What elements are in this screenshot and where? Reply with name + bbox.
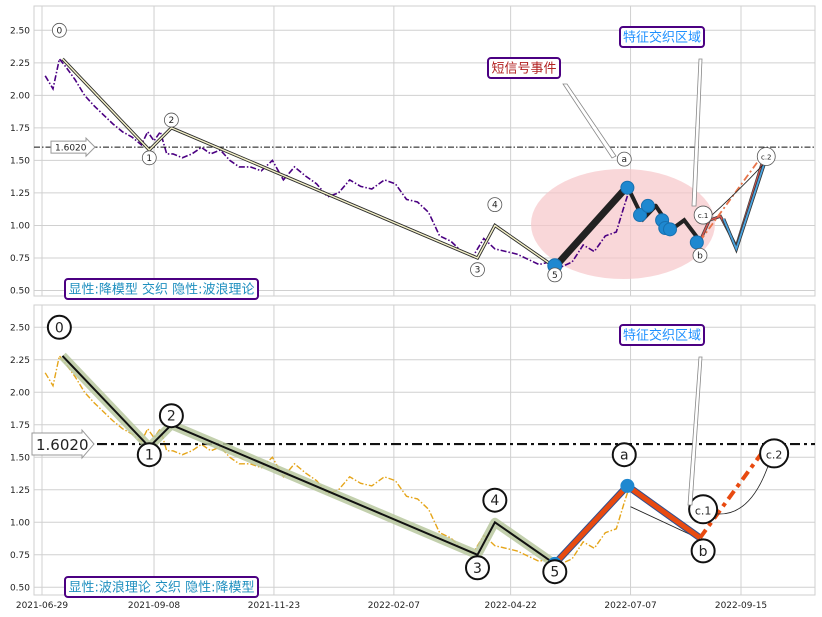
annotation-text: 短信号事件 — [491, 62, 556, 77]
caption-text: 显性:波浪理论 交织 隐性:降模型 — [68, 580, 254, 596]
y-tick-label: 0.50 — [10, 583, 30, 593]
projection-dashed — [698, 445, 768, 540]
caption-text: 显性:降模型 交织 隐性:波浪理论 — [68, 282, 254, 298]
wave-label-circle — [158, 403, 184, 429]
level-label: 1.6020 — [36, 436, 89, 454]
y-tick-label: 2.25 — [10, 59, 30, 69]
wave-label: 2 — [167, 409, 176, 425]
wave-label-circle — [688, 494, 719, 525]
wave-label: b — [699, 544, 708, 560]
y-tick-label: 1.75 — [10, 421, 30, 431]
wave-label: c.1 — [695, 504, 712, 517]
y-tick-label: 1.25 — [10, 486, 30, 496]
level-label: 1.6020 — [55, 144, 87, 154]
y-tick-label: 2.50 — [10, 323, 30, 333]
wave-label-circle — [487, 197, 503, 213]
wave-label: 0 — [55, 320, 64, 336]
callout-pointer — [562, 83, 617, 159]
x-tick-label: 2021-09-08 — [128, 601, 181, 611]
y-tick-label: 1.25 — [10, 189, 30, 199]
signal-point — [689, 235, 704, 250]
wave-label-circle — [542, 559, 568, 585]
x-tick-label: 2022-04-22 — [484, 601, 536, 611]
x-tick-label: 2021-06-29 — [16, 601, 69, 611]
wave-label: b — [697, 251, 703, 261]
wave-label: 2 — [169, 116, 175, 126]
wave-label: a — [620, 448, 629, 464]
wave-label-circle — [547, 267, 563, 283]
wave-label: 3 — [473, 561, 482, 577]
annotation-box — [487, 57, 561, 79]
wave-label: 5 — [552, 271, 558, 281]
signal-point — [633, 208, 648, 223]
annotation-box — [619, 26, 705, 48]
wave-line — [61, 355, 556, 565]
wave-label: c.2 — [761, 153, 772, 161]
projection-blue — [722, 157, 768, 252]
wave-label-circle — [756, 147, 776, 166]
bottom-panel: 0.50 0.75 1.00 1.25 1.50 1.75 2.00 2.25 2.50 2021… — [10, 304, 816, 611]
y-tick-label: 2.25 — [10, 356, 30, 366]
annotation-box — [619, 324, 705, 346]
y-tick-label: 1.50 — [10, 453, 30, 463]
y-tick-label: 1.50 — [10, 156, 30, 166]
y-tick-label: 2.00 — [10, 91, 30, 101]
signal-region-ellipse — [531, 169, 715, 279]
wave-label: 4 — [492, 201, 498, 211]
wave-label: 0 — [56, 26, 62, 36]
signal-point — [620, 180, 635, 195]
wave-label: 4 — [490, 493, 499, 509]
level-label-arrow — [50, 136, 96, 158]
y-tick-label: 2.00 — [10, 388, 30, 398]
wave-label-circle — [163, 112, 179, 128]
wave-label-circle — [693, 205, 713, 225]
plot-frame — [33, 304, 816, 596]
wave-label-circle — [136, 442, 162, 468]
x-tick-label: 2022-09-15 — [715, 601, 767, 611]
signal-point — [640, 198, 655, 213]
price-series-line — [44, 57, 632, 268]
wave-label-circle — [51, 22, 67, 38]
top-panel: 0.50 0.75 1.00 1.25 1.50 1.75 2.00 2.25 2.50 1.60… — [10, 5, 816, 300]
y-tick-label: 0.50 — [10, 287, 30, 297]
wave-label-circle — [141, 150, 157, 166]
x-tick-label: 2022-07-07 — [604, 601, 656, 611]
wave-label-circle — [464, 555, 490, 581]
y-tick-label: 2.50 — [10, 26, 30, 36]
signal-point — [662, 222, 677, 237]
wave-label-circle — [611, 442, 637, 468]
abc-point — [620, 478, 635, 493]
wave-label-circle — [759, 438, 790, 469]
signal-segment — [551, 182, 631, 271]
wave-label: a — [621, 155, 627, 165]
wave-label: c.2 — [766, 448, 783, 461]
wave-label: 1 — [145, 448, 154, 464]
y-tick-label: 0.75 — [10, 551, 30, 561]
wave-label-circle — [482, 487, 508, 513]
level-label-arrow — [31, 428, 95, 460]
wave-label: c.1 — [698, 212, 709, 220]
wave-label-circle — [616, 151, 632, 167]
x-tick-label: 2021-11-23 — [248, 601, 300, 611]
caption-box — [64, 576, 259, 598]
annotation-text: 特征交织区域 — [623, 30, 701, 46]
wave-label: 1 — [146, 154, 152, 164]
wave-label-circle — [46, 314, 72, 340]
y-tick-label: 1.00 — [10, 518, 30, 528]
callout-pointer — [691, 58, 703, 207]
wave-label: 5 — [550, 565, 559, 581]
callout-pointer — [687, 356, 703, 506]
y-tick-label: 0.75 — [10, 254, 30, 264]
wave-label: 3 — [475, 266, 481, 276]
x-tick-label: 2022-02-07 — [368, 601, 420, 611]
annotation-text: 特征交织区域 — [623, 328, 701, 344]
wave-label-circle — [690, 538, 716, 564]
wave-label-circle — [692, 247, 708, 263]
y-tick-label: 1.00 — [10, 221, 30, 231]
caption-box — [64, 278, 259, 300]
wave-label-circle — [470, 262, 485, 278]
y-tick-label: 1.75 — [10, 124, 30, 134]
